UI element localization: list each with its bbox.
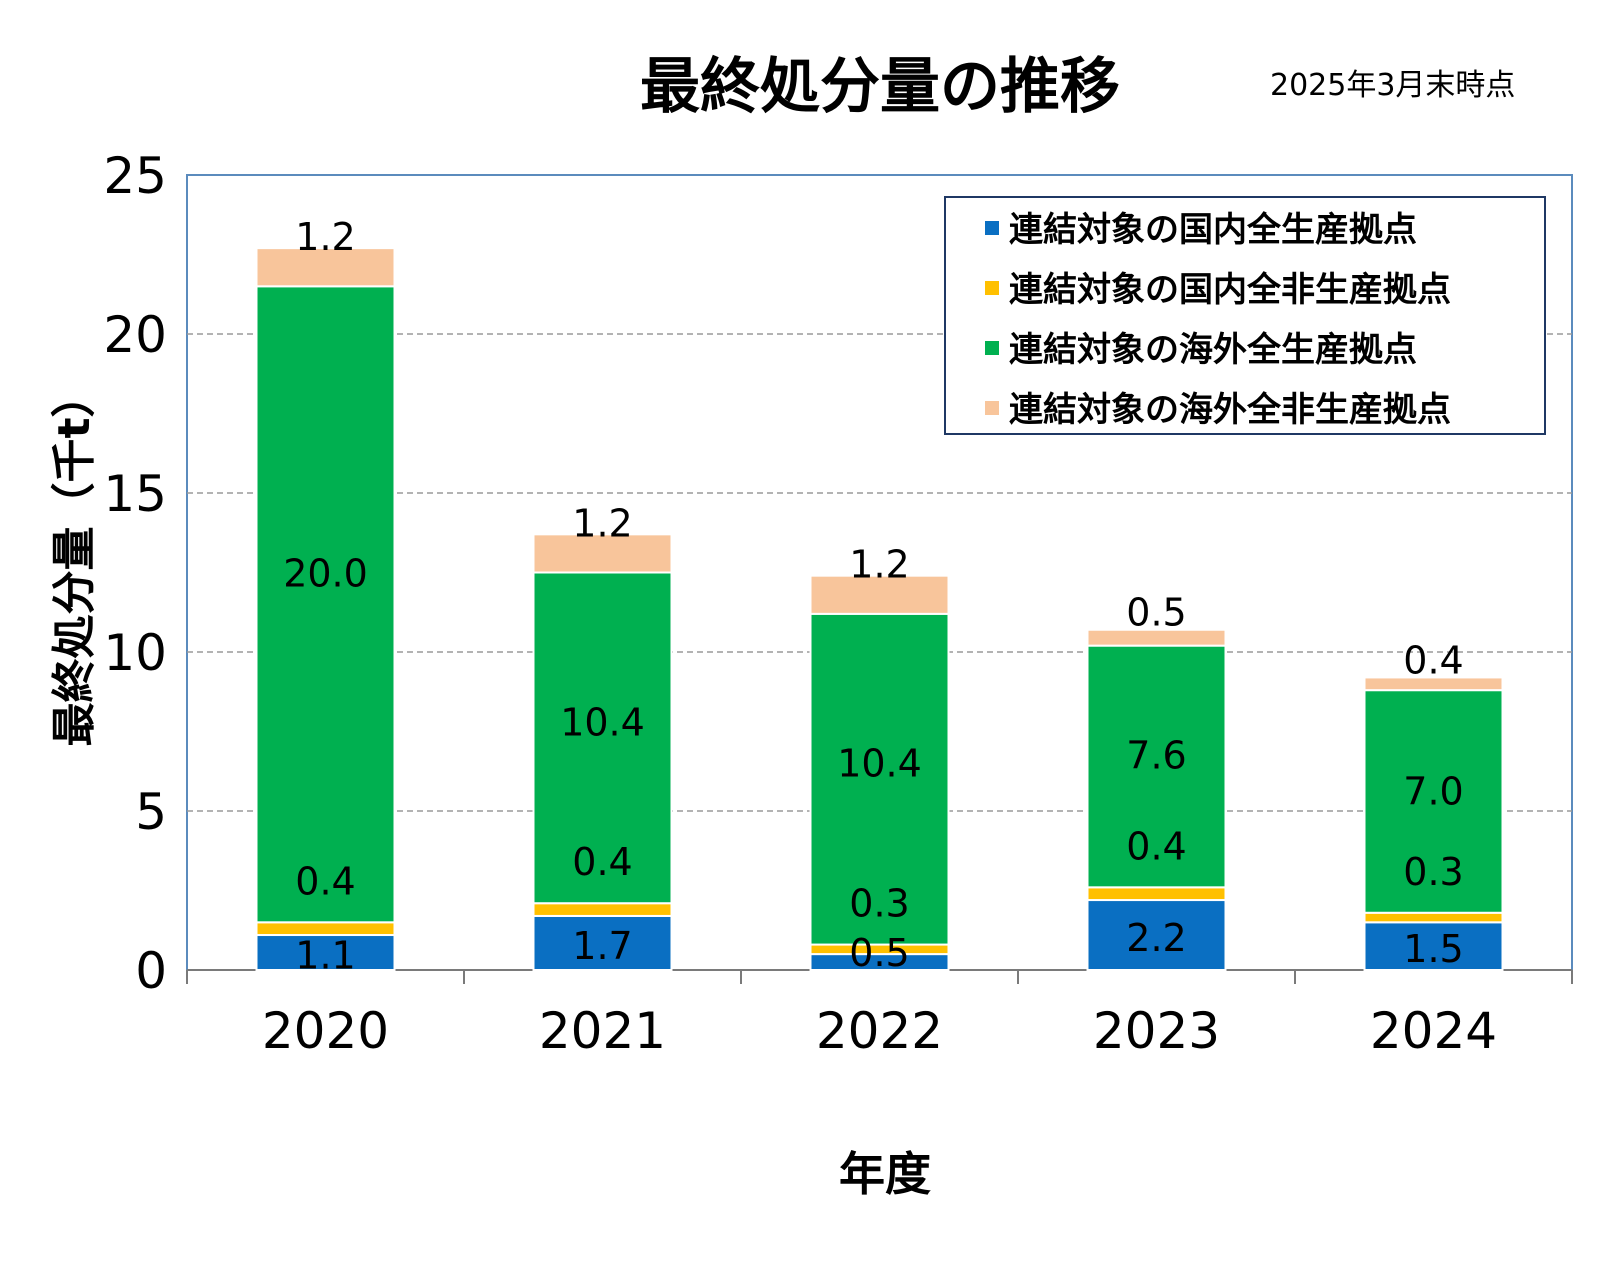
data-label-2022-series-2: 0.3	[849, 882, 909, 926]
data-label-2023-series-1: 2.2	[1126, 916, 1186, 960]
bar-2021-series-1	[532, 914, 673, 972]
legend-swatch-2	[985, 281, 999, 295]
legend-item-2: 連結対象の国内全非生産拠点	[1009, 270, 1451, 310]
data-label-2024-series-4: 0.4	[1403, 638, 1463, 682]
bar-2023-series-2	[1086, 886, 1227, 902]
data-label-2021-series-1: 1.7	[572, 924, 632, 968]
legend-item-1: 連結対象の国内全生産拠点	[1009, 210, 1417, 250]
data-label-2022-series-3: 10.4	[837, 742, 922, 786]
y-tick-label-5: 5	[135, 783, 167, 841]
data-label-2022-series-1: 0.5	[849, 931, 909, 975]
bar-2024-series-2	[1363, 911, 1504, 924]
data-label-2021-series-2: 0.4	[572, 840, 632, 884]
legend-swatch-4	[985, 401, 999, 415]
data-label-2021-series-3: 10.4	[560, 700, 645, 744]
bar-2024-series-4	[1363, 676, 1504, 692]
bar-2021-series-3	[532, 571, 673, 905]
bar-2023-series-3	[1086, 644, 1227, 889]
data-label-2020-series-4: 1.2	[295, 215, 355, 259]
bar-2020-series-3	[255, 285, 396, 924]
legend-item-4: 連結対象の海外全非生産拠点	[1009, 390, 1451, 430]
data-label-2024-series-2: 0.3	[1403, 850, 1463, 894]
bar-2020-series-4	[255, 247, 396, 288]
data-label-2023-series-3: 7.6	[1126, 733, 1186, 777]
x-tick-label-2024: 2024	[1370, 1002, 1497, 1060]
y-tick-label-10: 10	[103, 624, 167, 682]
bar-2020-series-1	[255, 934, 396, 972]
x-tick-label-2023: 2023	[1093, 1002, 1220, 1060]
bar-2023-series-1	[1086, 899, 1227, 971]
data-label-2020-series-2: 0.4	[295, 859, 355, 903]
legend-swatch-3	[985, 341, 999, 355]
data-label-2024-series-1: 1.5	[1403, 927, 1463, 971]
x-axis-label: 年度	[839, 1147, 931, 1201]
data-label-2023-series-4: 0.5	[1126, 591, 1186, 635]
bar-2021-series-2	[532, 902, 673, 917]
data-label-2020-series-3: 20.0	[283, 552, 368, 596]
as-of-date: 2025年3月末時点	[1270, 68, 1516, 103]
x-tick-label-2021: 2021	[539, 1002, 666, 1060]
data-label-2020-series-1: 1.1	[295, 934, 355, 978]
bar-2024-series-3	[1363, 689, 1504, 914]
chart-title: 最終処分量の推移	[640, 52, 1120, 122]
bar-2022-series-4	[809, 574, 950, 615]
y-tick-label-0: 0	[135, 942, 167, 1000]
legend-item-3: 連結対象の海外全生産拠点	[1009, 330, 1417, 370]
x-tick-label-2020: 2020	[262, 1002, 389, 1060]
y-tick-label-25: 25	[103, 147, 167, 205]
data-label-2023-series-2: 0.4	[1126, 824, 1186, 868]
bar-2021-series-4	[532, 533, 673, 574]
data-label-2021-series-4: 1.2	[572, 501, 632, 545]
bar-2024-series-1	[1363, 921, 1504, 971]
data-label-2024-series-3: 7.0	[1403, 769, 1463, 813]
bar-2022-series-3	[809, 612, 950, 946]
legend-box	[944, 196, 1546, 435]
data-label-2022-series-4: 1.2	[849, 543, 909, 587]
legend-swatch-1	[985, 221, 999, 235]
y-tick-label-20: 20	[103, 306, 167, 364]
x-tick-label-2022: 2022	[816, 1002, 943, 1060]
y-tick-label-15: 15	[103, 465, 167, 523]
bar-2023-series-4	[1086, 628, 1227, 647]
